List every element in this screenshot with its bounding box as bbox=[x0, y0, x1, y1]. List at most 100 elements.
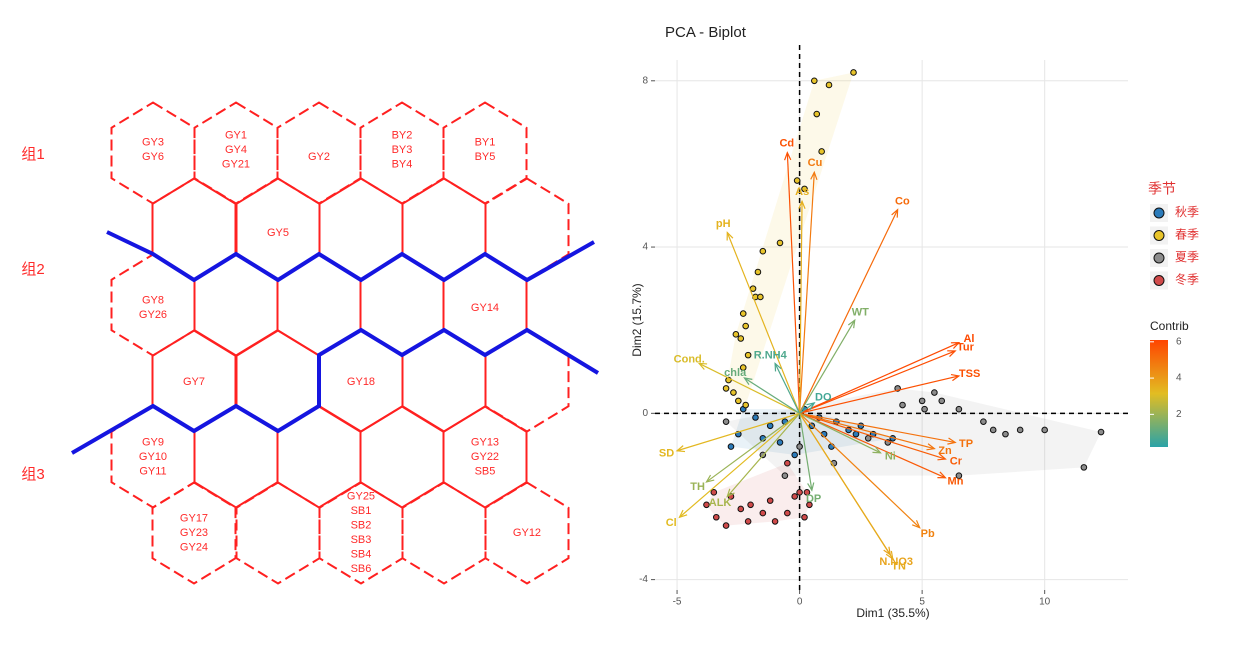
point bbox=[784, 459, 791, 467]
cell-label: GY22 bbox=[471, 451, 499, 463]
point bbox=[803, 489, 811, 496]
variable-label: DP bbox=[806, 493, 821, 505]
arrow-head bbox=[847, 318, 856, 329]
x-tick-label: 5 bbox=[919, 597, 925, 608]
cell-label: SB5 bbox=[475, 465, 496, 477]
cell-label: GY25 bbox=[347, 491, 375, 503]
point bbox=[752, 414, 759, 421]
cell-label: GY21 bbox=[222, 158, 250, 170]
point bbox=[730, 389, 737, 396]
arrow-head bbox=[872, 446, 882, 454]
point bbox=[739, 310, 747, 317]
point bbox=[918, 397, 926, 405]
legend-label: 冬季 bbox=[1175, 272, 1199, 287]
point bbox=[791, 451, 798, 459]
arrow-head bbox=[947, 437, 957, 445]
cell-label: SB3 bbox=[351, 534, 372, 546]
arrow-head bbox=[950, 373, 961, 382]
arrow-head bbox=[891, 208, 899, 218]
x-tick-label: 0 bbox=[797, 597, 803, 608]
arrow-head bbox=[885, 550, 894, 561]
variable-label: ALK bbox=[709, 497, 732, 509]
arrow-head bbox=[947, 350, 957, 358]
point bbox=[722, 418, 730, 425]
group-hull bbox=[726, 72, 854, 406]
group-hull bbox=[706, 463, 810, 526]
point bbox=[828, 443, 835, 450]
hex-cell bbox=[235, 329, 321, 433]
legend-label: 春季 bbox=[1175, 228, 1199, 242]
som-map: 组1 组2 组3 GY3 GY6 GY1 GY4 GY21 GY2 BY2 BY3 BY4 BY1… bbox=[21, 101, 600, 585]
variable-arrow bbox=[799, 319, 856, 414]
point bbox=[759, 509, 767, 517]
point bbox=[737, 335, 745, 342]
point bbox=[801, 513, 808, 521]
variable-label: As bbox=[795, 186, 809, 198]
variable-label: TH bbox=[690, 481, 705, 493]
arrow-head bbox=[678, 509, 688, 519]
variable-arrow bbox=[786, 152, 801, 414]
point bbox=[921, 405, 928, 413]
arrow-head bbox=[937, 453, 947, 461]
variable-arrow bbox=[799, 412, 946, 479]
variable-arrow bbox=[799, 413, 813, 491]
point bbox=[766, 497, 774, 504]
group-label: 组2 bbox=[21, 261, 44, 278]
cell-label: GY5 bbox=[267, 227, 289, 239]
point bbox=[744, 351, 752, 359]
cell-label: BY3 bbox=[392, 144, 413, 156]
colorbar-tick-label: 6 bbox=[1176, 336, 1182, 347]
cell-label: SB4 bbox=[351, 549, 372, 561]
point bbox=[989, 426, 997, 434]
variable-arrow bbox=[799, 412, 956, 444]
cell-label: BY5 bbox=[475, 151, 496, 163]
variable-arrow bbox=[676, 412, 800, 452]
variable-label: Zn bbox=[938, 445, 952, 457]
point bbox=[825, 81, 833, 89]
point bbox=[796, 443, 803, 450]
variable-label: TN bbox=[891, 560, 906, 572]
point bbox=[742, 322, 749, 330]
variable-label: N.NO3 bbox=[879, 556, 913, 568]
hex-cell bbox=[110, 101, 196, 205]
variable-arrow bbox=[726, 232, 801, 414]
point bbox=[727, 443, 735, 450]
point bbox=[1041, 426, 1048, 434]
arrow-head bbox=[705, 474, 715, 483]
variable-label: Tur bbox=[957, 342, 975, 354]
arrow-head bbox=[810, 170, 818, 180]
variable-arrow bbox=[799, 412, 881, 454]
variable-arrow bbox=[706, 412, 800, 483]
arrow-head bbox=[784, 151, 792, 161]
variable-arrow bbox=[798, 172, 815, 414]
point bbox=[811, 77, 818, 85]
variable-arrow bbox=[799, 402, 815, 414]
boundary-line bbox=[106, 230, 595, 283]
chart-title: PCA - Biplot bbox=[665, 24, 747, 41]
point bbox=[938, 397, 946, 405]
point bbox=[712, 513, 720, 521]
variable-label: Cu bbox=[808, 157, 823, 169]
cell-label: GY4 bbox=[225, 144, 247, 156]
group-hull bbox=[726, 388, 1102, 476]
cell-label: GY23 bbox=[180, 527, 208, 539]
arrow-head bbox=[950, 342, 961, 349]
point bbox=[806, 501, 813, 509]
variable-label: Pb bbox=[921, 528, 935, 540]
point bbox=[722, 522, 730, 529]
variable-arrow bbox=[726, 412, 801, 497]
arrow-head bbox=[937, 471, 947, 479]
variable-arrow bbox=[798, 201, 803, 414]
variable-arrow bbox=[799, 412, 935, 450]
cell-label: GY8 bbox=[142, 295, 164, 307]
variable-arrow bbox=[799, 209, 899, 414]
variable-label: pH bbox=[716, 218, 731, 230]
cell-label: GY12 bbox=[513, 527, 541, 539]
variable-label: TP bbox=[959, 438, 973, 450]
variable-arrow bbox=[698, 362, 800, 414]
point bbox=[796, 489, 803, 496]
x-axis-title: Dim1 (35.5%) bbox=[856, 606, 929, 620]
point bbox=[1080, 464, 1088, 471]
legend-marker bbox=[1153, 207, 1165, 219]
